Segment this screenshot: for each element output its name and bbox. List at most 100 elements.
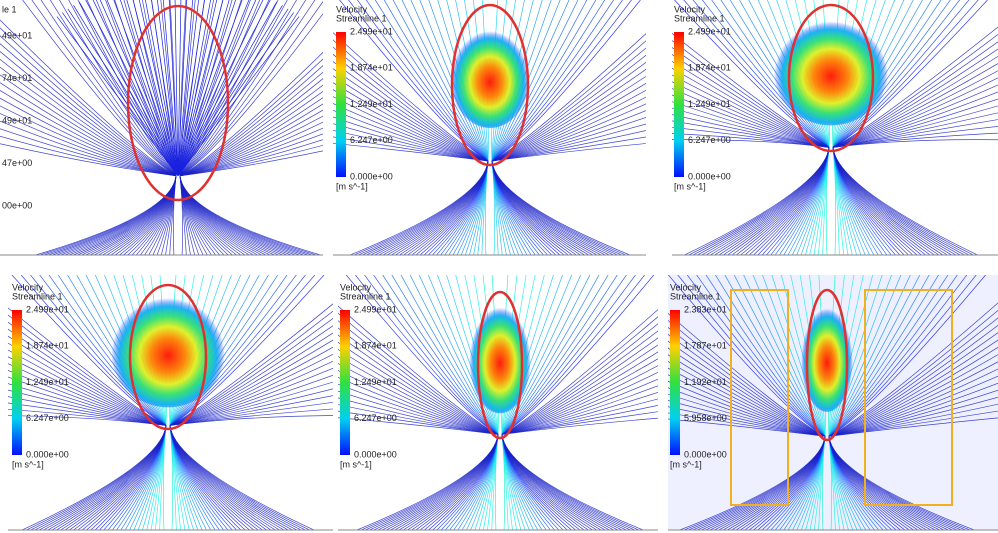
streamline [22, 0, 177, 255]
streamline [177, 0, 236, 176]
streamline [177, 0, 218, 176]
streamline [177, 16, 300, 176]
highlight-box [864, 289, 953, 506]
streamline [106, 0, 179, 176]
streamlines [0, 0, 323, 255]
legend-tick-label: 0.000e+00 [350, 171, 393, 181]
streamlines [8, 275, 333, 530]
streamline [92, 0, 179, 176]
colorbar [674, 32, 684, 177]
streamline [73, 5, 179, 176]
legend-tick-label: 1.874e+01 [688, 63, 731, 73]
legend-tick-label: 1.874e+01 [350, 63, 393, 73]
legend-unit: [m s^-1] [12, 459, 44, 469]
boundary-ellipse [476, 290, 524, 440]
legend-tick-label: 1.249e+01 [350, 99, 393, 109]
legend-tick-label: 6.247e+00 [350, 135, 393, 145]
streamline [132, 0, 179, 176]
streamline [177, 0, 230, 176]
legend-subtitle: le 1 [2, 4, 17, 14]
streamlines [338, 275, 658, 530]
legend-subtitle: Streamline 1 [12, 291, 63, 301]
streamline [179, 0, 316, 255]
legend-subtitle: Streamline 1 [336, 13, 387, 23]
colorbar [12, 310, 22, 455]
streamline [177, 0, 250, 176]
streamline [145, 0, 179, 176]
legend-subtitle: Streamline 1 [340, 291, 391, 301]
streamline [338, 417, 499, 530]
colorbar [670, 310, 680, 455]
legend-tick-label: 2.499e+01 [26, 304, 69, 314]
boundary-ellipse [126, 4, 230, 202]
streamline [177, 0, 224, 176]
streamline [832, 139, 998, 255]
streamline [177, 8, 289, 176]
legend-tick-label: 6.247e+00 [688, 135, 731, 145]
streamline [771, 275, 826, 530]
legend-tick-label: 49e+01 [2, 30, 32, 40]
streamline [177, 0, 264, 176]
streamline [169, 415, 333, 530]
legend-unit: [m s^-1] [336, 181, 368, 191]
streamline [0, 143, 177, 255]
streamline [672, 139, 830, 255]
streamline [828, 417, 998, 530]
legend-tick-label: 1.249e+01 [354, 377, 397, 387]
streamline [177, 0, 271, 176]
legend-title: Velocity [336, 4, 368, 14]
legend-tick-label: 00e+00 [2, 200, 32, 210]
streamline [8, 415, 167, 530]
streamline [40, 0, 177, 255]
legend-tick-label: 74e+01 [2, 73, 32, 83]
streamline [179, 150, 323, 255]
streamline [151, 0, 179, 176]
streamline [56, 16, 179, 176]
streamline [77, 0, 177, 255]
streamline [86, 0, 177, 255]
legend-tick-label: 2.499e+01 [350, 26, 393, 36]
legend-tick-label: 6.247e+00 [26, 413, 69, 423]
streamline [179, 0, 242, 255]
streamline [179, 51, 323, 255]
legend-tick-label: 47e+00 [2, 158, 32, 168]
velocity-field [773, 15, 889, 126]
streamline [179, 0, 270, 255]
legend-title: Velocity [674, 4, 706, 14]
streamline [177, 0, 205, 176]
streamline [157, 0, 179, 176]
boundary-ellipse [450, 3, 530, 167]
streamline [491, 143, 646, 255]
legend-tick-label: 49e+01 [2, 115, 32, 125]
boundary-ellipse [787, 3, 875, 153]
streamline [177, 5, 283, 176]
streamline [179, 0, 279, 255]
streamline [174, 0, 179, 176]
legend-unit: [m s^-1] [674, 181, 706, 191]
streamlines [333, 0, 646, 255]
panel: le 1 49e+01 74e+01 49e+01 47e+00 00e+00 [0, 0, 323, 256]
legend-tick-label: 1.192e+01 [684, 377, 727, 387]
velocity-field [450, 26, 530, 128]
streamline [114, 0, 177, 255]
streamline [828, 275, 874, 530]
streamline [177, 12, 294, 176]
streamline [168, 0, 179, 176]
legend-tick-label: 5.958e+00 [684, 413, 727, 423]
boundary-ellipse [128, 283, 208, 431]
legend-tick-label: 2.499e+01 [688, 26, 731, 36]
legend-title: Velocity [340, 282, 372, 292]
streamline [177, 0, 188, 176]
streamline [828, 275, 883, 530]
streamline [85, 0, 179, 176]
streamline [668, 418, 826, 530]
streamline [179, 0, 323, 255]
legend-tick-label: 6.247e+00 [354, 413, 397, 423]
legend-subtitle: Streamline 1 [670, 291, 721, 301]
